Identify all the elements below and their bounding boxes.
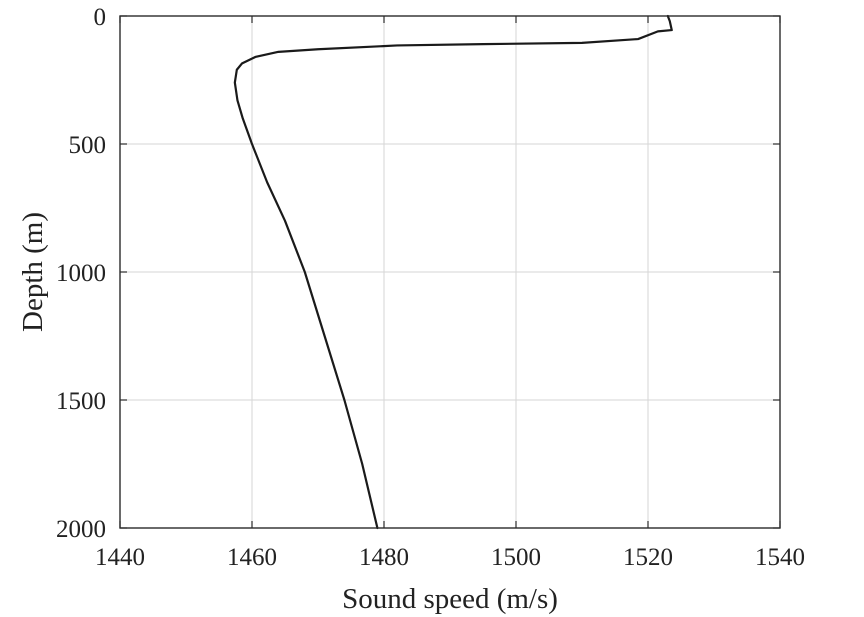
x-tick-label: 1520 [623,544,673,571]
grid [120,16,780,528]
x-tick-label: 1540 [755,544,805,571]
tick-labels: 1440 1460 1480 1500 1520 1540 0 500 1000 1500 2000 [56,4,805,571]
x-tick-label: 1500 [491,544,541,571]
plot-series [233,14,673,530]
x-axis-label: Sound speed (m/s) [342,583,558,615]
y-tick-label: 0 [94,4,107,31]
y-tick-label: 500 [69,132,107,159]
y-tick-label: 2000 [56,516,106,543]
sound-speed-profile-line [233,14,673,530]
x-tick-label: 1440 [95,544,145,571]
x-tick-label: 1460 [227,544,277,571]
y-axis-label: Depth (m) [17,212,49,332]
y-tick-label: 1000 [56,260,106,287]
ticks [119,15,781,529]
x-tick-label: 1480 [359,544,409,571]
y-tick-label: 1500 [56,388,106,415]
